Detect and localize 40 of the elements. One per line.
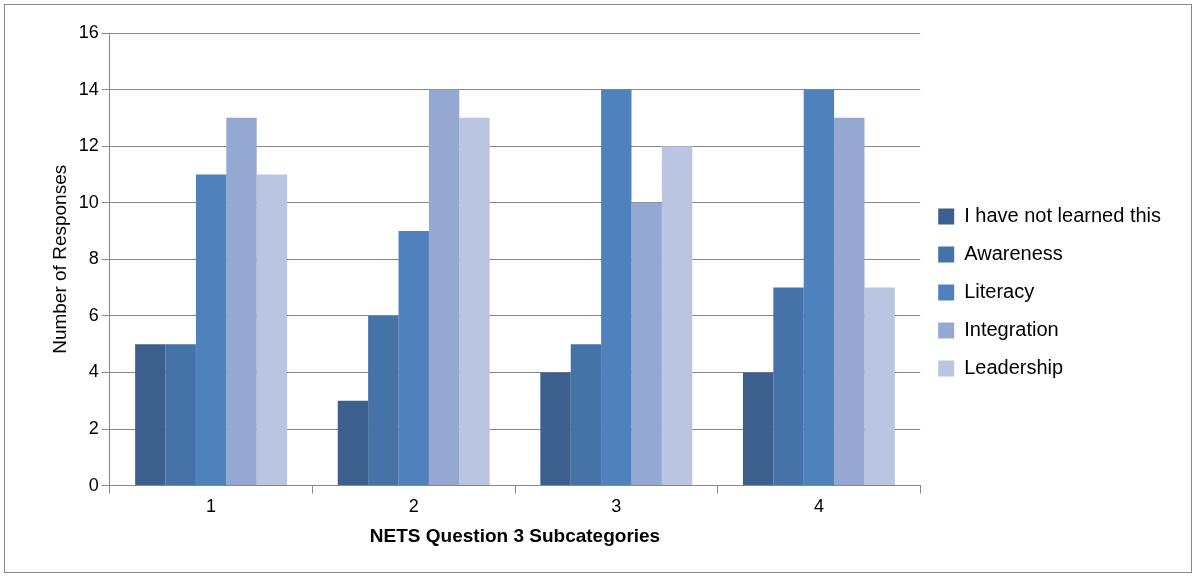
bar (661, 146, 693, 486)
legend-label: Leadership (964, 356, 1064, 379)
bar (226, 117, 257, 486)
bar (601, 89, 632, 486)
bar (195, 174, 227, 486)
bar (428, 89, 460, 486)
y-tick-label: 12 (78, 135, 99, 156)
bar (540, 372, 571, 486)
y-axis-title: Number of Responses (48, 164, 70, 354)
y-tick-label: 10 (78, 191, 99, 212)
x-axis-title: NETS Question 3 Subcategories (369, 524, 661, 546)
legend-label: Awareness (964, 242, 1063, 265)
bar (864, 287, 895, 486)
y-tick-label: 8 (88, 248, 99, 269)
bar (368, 315, 399, 486)
bar (256, 174, 288, 486)
legend-label: Literacy (964, 280, 1035, 303)
bar (165, 344, 196, 486)
x-tick-label: 3 (611, 496, 622, 517)
bar (337, 400, 369, 486)
bar (773, 287, 804, 486)
bar (135, 344, 166, 486)
bar (570, 344, 602, 486)
bar (803, 89, 835, 486)
y-tick-label: 0 (88, 474, 99, 495)
y-tick-label: 14 (78, 78, 99, 99)
y-tick-label: 6 (88, 304, 99, 325)
bar (742, 372, 774, 486)
y-tick-label: 2 (88, 417, 99, 438)
bar (834, 117, 865, 486)
y-tick-label: 4 (88, 361, 99, 382)
x-tick-label: 1 (206, 496, 217, 517)
bar (459, 117, 490, 486)
y-tick-label: 16 (78, 21, 99, 42)
bar (631, 202, 662, 486)
legend-label: I have not learned this (964, 204, 1161, 227)
bar (398, 231, 429, 486)
x-tick-label: 4 (813, 496, 824, 517)
legend-label: Integration (964, 318, 1059, 341)
x-tick-label: 2 (408, 496, 419, 517)
